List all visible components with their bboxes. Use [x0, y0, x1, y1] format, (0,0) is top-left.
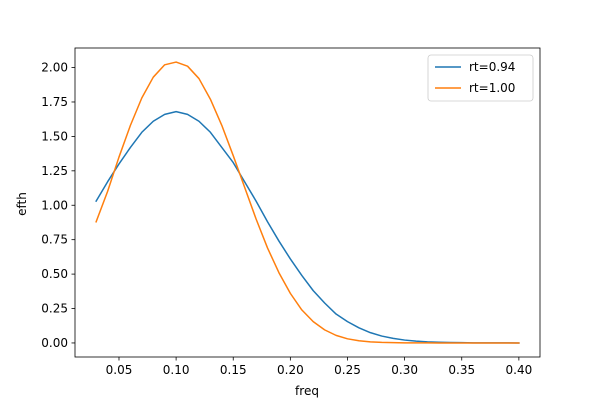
series-line-2 — [95, 61, 520, 344]
x-tick-label: 0.10 — [163, 363, 190, 377]
x-tick-label: 0.15 — [220, 363, 247, 377]
series-layer — [95, 61, 520, 344]
y-tick-label: 0.25 — [41, 302, 68, 316]
y-tick-label: 0.75 — [41, 233, 68, 247]
y-tick-label: 1.00 — [41, 198, 68, 212]
x-tick-label: 0.35 — [448, 363, 475, 377]
legend-label-1: rt=0.94 — [469, 60, 515, 74]
x-tick-label: 0.05 — [106, 363, 133, 377]
y-axis-label: efth — [15, 192, 29, 216]
y-tick-label: 0.00 — [41, 336, 68, 350]
y-tick-label: 1.50 — [41, 129, 68, 143]
x-tick-label: 0.40 — [506, 363, 533, 377]
legend-label-2: rt=1.00 — [469, 81, 515, 95]
y-tick-label: 0.50 — [41, 267, 68, 281]
x-tick-label: 0.25 — [334, 363, 361, 377]
x-axis-label: freq — [295, 384, 319, 398]
x-tick-label: 0.20 — [277, 363, 304, 377]
legend: rt=0.94 rt=1.00 — [427, 54, 534, 102]
y-tick-label: 2.00 — [41, 61, 68, 75]
x-tick-label: 0.30 — [391, 363, 418, 377]
y-tick-label: 1.75 — [41, 95, 68, 109]
axes-frame — [74, 47, 541, 358]
y-tick-label: 1.25 — [41, 164, 68, 178]
axes-layer: 0.05 0.10 0.15 0.20 0.25 0.30 0.35 0.40 0.00 0.25… — [41, 47, 541, 377]
